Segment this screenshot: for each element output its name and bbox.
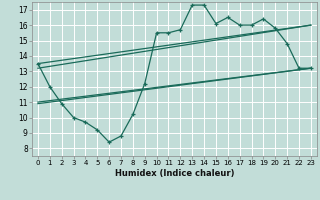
X-axis label: Humidex (Indice chaleur): Humidex (Indice chaleur): [115, 169, 234, 178]
